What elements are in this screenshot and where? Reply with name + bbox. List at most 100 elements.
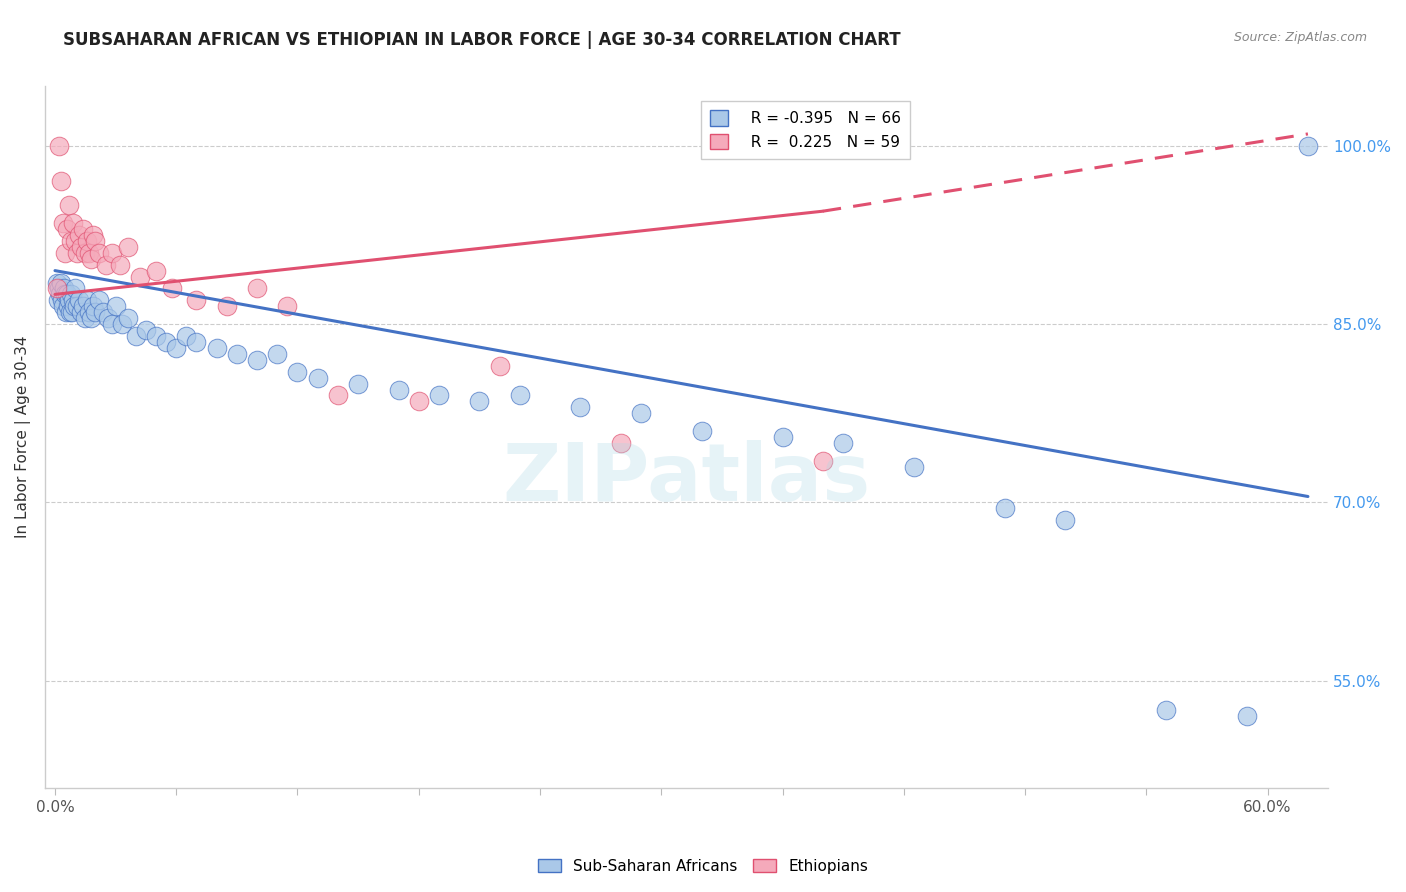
Point <box>59 305 82 319</box>
Point <box>145 329 167 343</box>
Point <box>76 293 98 308</box>
Point <box>60 287 83 301</box>
Point <box>135 323 157 337</box>
Text: ZIPatlas: ZIPatlas <box>502 440 870 518</box>
Point <box>246 352 269 367</box>
Point <box>60 305 83 319</box>
Point <box>56 287 79 301</box>
Point <box>75 311 97 326</box>
Point <box>186 334 208 349</box>
Point <box>205 341 228 355</box>
Point <box>46 276 69 290</box>
Point <box>60 234 83 248</box>
Point <box>100 317 122 331</box>
Point <box>772 430 794 444</box>
Point <box>76 234 98 248</box>
Point <box>56 222 79 236</box>
Point <box>117 311 139 326</box>
Point <box>62 293 84 308</box>
Point <box>569 401 592 415</box>
Point <box>125 329 148 343</box>
Point <box>70 305 93 319</box>
Point <box>165 341 187 355</box>
Point <box>89 293 111 308</box>
Point <box>155 334 177 349</box>
Point <box>49 174 72 188</box>
Point <box>117 240 139 254</box>
Point <box>72 222 94 236</box>
Legend:   R = -0.395   N = 66,   R =  0.225   N = 59: R = -0.395 N = 66, R = 0.225 N = 59 <box>702 101 910 159</box>
Point <box>67 293 90 308</box>
Point <box>82 227 104 242</box>
Point <box>63 234 86 248</box>
Point <box>1054 513 1077 527</box>
Point <box>79 245 101 260</box>
Text: SUBSAHARAN AFRICAN VS ETHIOPIAN IN LABOR FORCE | AGE 30-34 CORRELATION CHART: SUBSAHARAN AFRICAN VS ETHIOPIAN IN LABOR… <box>63 31 901 49</box>
Point <box>56 299 79 313</box>
Point <box>70 240 93 254</box>
Point <box>811 454 834 468</box>
Point <box>93 305 115 319</box>
Point <box>75 245 97 260</box>
Point <box>58 293 80 308</box>
Point <box>53 245 76 260</box>
Point <box>215 299 238 313</box>
Point <box>82 299 104 313</box>
Point <box>509 388 531 402</box>
Point <box>63 299 86 313</box>
Point <box>1236 709 1258 723</box>
Point <box>468 394 491 409</box>
Point <box>287 365 309 379</box>
Point <box>903 459 925 474</box>
Point <box>307 370 329 384</box>
Point <box>176 329 198 343</box>
Point <box>84 234 107 248</box>
Point <box>160 281 183 295</box>
Point <box>52 299 75 313</box>
Point <box>145 263 167 277</box>
Point <box>994 501 1017 516</box>
Point <box>80 252 103 266</box>
Point <box>111 317 134 331</box>
Point <box>488 359 510 373</box>
Point <box>58 198 80 212</box>
Point <box>266 347 288 361</box>
Point <box>326 388 349 402</box>
Point <box>52 216 75 230</box>
Point <box>84 305 107 319</box>
Text: Source: ZipAtlas.com: Source: ZipAtlas.com <box>1233 31 1367 45</box>
Point <box>55 305 77 319</box>
Point <box>89 245 111 260</box>
Point <box>832 436 855 450</box>
Point <box>610 436 633 450</box>
Point <box>94 258 117 272</box>
Point <box>630 406 652 420</box>
Point <box>48 138 70 153</box>
Point <box>63 281 86 295</box>
Point <box>46 281 69 295</box>
Point <box>408 394 430 409</box>
Point <box>46 293 69 308</box>
Point <box>49 287 72 301</box>
Point <box>96 311 118 326</box>
Point <box>225 347 247 361</box>
Point <box>53 281 76 295</box>
Point <box>1296 138 1319 153</box>
Point <box>104 299 127 313</box>
Point <box>427 388 450 402</box>
Point <box>66 245 89 260</box>
Legend: Sub-Saharan Africans, Ethiopians: Sub-Saharan Africans, Ethiopians <box>531 853 875 880</box>
Point <box>108 258 131 272</box>
Point <box>347 376 370 391</box>
Point <box>62 216 84 230</box>
Point <box>66 299 89 313</box>
Point <box>246 281 269 295</box>
Point <box>79 305 101 319</box>
Point <box>128 269 150 284</box>
Point <box>53 287 76 301</box>
Point <box>186 293 208 308</box>
Point <box>690 424 713 438</box>
Point <box>387 383 409 397</box>
Point <box>80 311 103 326</box>
Point <box>48 281 70 295</box>
